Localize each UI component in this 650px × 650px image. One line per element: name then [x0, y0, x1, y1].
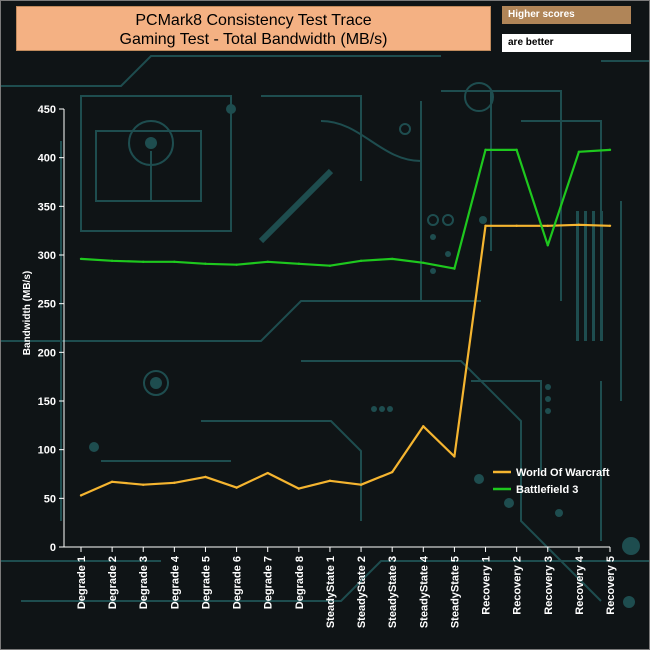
legend-entry: Battlefield 3 [516, 484, 578, 496]
data-point [110, 259, 114, 263]
data-point [328, 479, 332, 483]
data-point [453, 455, 456, 458]
data-point [359, 483, 363, 486]
higher-scores-note: Higher scores [502, 6, 631, 24]
legend-entry: World Of Warcraft [516, 467, 610, 479]
data-point [266, 471, 269, 475]
data-point [297, 487, 301, 490]
data-point [422, 261, 425, 264]
x-tick-label: Recovery 1 [481, 556, 493, 615]
y-tick-label: 350 [38, 201, 56, 213]
series-line-1 [80, 223, 611, 497]
chart-title-box: PCMark8 Consistency Test Trace Gaming Te… [16, 6, 491, 51]
data-point [204, 262, 207, 265]
data-point [484, 148, 487, 152]
x-tick-label: Degrade 3 [138, 556, 150, 609]
data-point [390, 470, 394, 474]
data-point [359, 259, 363, 263]
x-tick-label: SteadyState 5 [449, 556, 461, 628]
data-point [142, 483, 145, 486]
data-point [422, 425, 425, 428]
data-point [484, 224, 487, 227]
x-tick-label: SteadyState 3 [387, 556, 399, 628]
series-line-2 [80, 148, 611, 270]
data-point [235, 263, 238, 266]
are-better-note: are better [502, 34, 631, 52]
x-tick-label: SteadyState 4 [418, 555, 430, 628]
chart-title-line2: Gaming Test - Total Bandwidth (MB/s) [119, 31, 388, 48]
y-tick-label: 400 [38, 153, 56, 165]
data-point [173, 260, 176, 264]
data-point [173, 481, 176, 484]
data-point [79, 257, 83, 261]
y-tick-label: 150 [38, 396, 56, 408]
series-layer [79, 148, 612, 497]
data-point [266, 260, 269, 264]
data-point [297, 262, 301, 265]
x-tick-label: SteadyState 1 [325, 556, 337, 628]
data-point [577, 223, 581, 227]
x-tick-label: Recovery 2 [512, 556, 524, 615]
x-tick-label: Degrade 1 [76, 556, 88, 609]
chart-title-line1: PCMark8 Consistency Test Trace [135, 12, 372, 29]
data-point [608, 148, 612, 152]
y-axis-ticks: 0 50 100 150 200 250 300 350 400 450 [38, 104, 64, 554]
data-point [453, 267, 456, 270]
x-tick-label: Recovery 5 [605, 556, 617, 615]
data-point [110, 480, 114, 483]
data-point [546, 224, 549, 227]
x-tick-label: Degrade 7 [263, 556, 275, 609]
y-tick-label: 250 [38, 299, 56, 311]
y-tick-label: 200 [38, 347, 56, 359]
x-tick-label: Recovery 3 [543, 556, 555, 615]
x-tick-label: Degrade 2 [107, 556, 119, 609]
data-point [79, 494, 83, 497]
x-axis-ticks: Degrade 1 Degrade 2 Degrade 3 Degrade 4 Degr… [76, 547, 617, 628]
data-point [608, 224, 612, 227]
legend: World Of Warcraft Battlefield 3 [493, 467, 610, 496]
y-tick-label: 100 [38, 445, 56, 457]
y-tick-label: 450 [38, 104, 56, 116]
data-point [546, 244, 549, 247]
x-tick-label: Degrade 5 [200, 556, 212, 609]
data-point [328, 264, 332, 267]
y-axis-label: Bandwidth (MB/s) [22, 271, 33, 355]
data-point [515, 224, 518, 227]
data-point [390, 257, 394, 261]
x-tick-label: Recovery 4 [574, 555, 586, 615]
x-tick-label: Degrade 4 [169, 555, 181, 609]
y-tick-label: 300 [38, 250, 56, 262]
y-tick-label: 0 [50, 542, 56, 554]
data-point [515, 148, 518, 152]
x-tick-label: Degrade 8 [294, 556, 306, 609]
data-point [142, 260, 145, 264]
data-point [577, 150, 581, 154]
data-point [235, 486, 238, 489]
x-tick-label: Degrade 6 [232, 556, 244, 609]
data-point [204, 475, 207, 479]
x-tick-label: SteadyState 2 [356, 556, 368, 628]
y-tick-label: 50 [44, 493, 56, 505]
